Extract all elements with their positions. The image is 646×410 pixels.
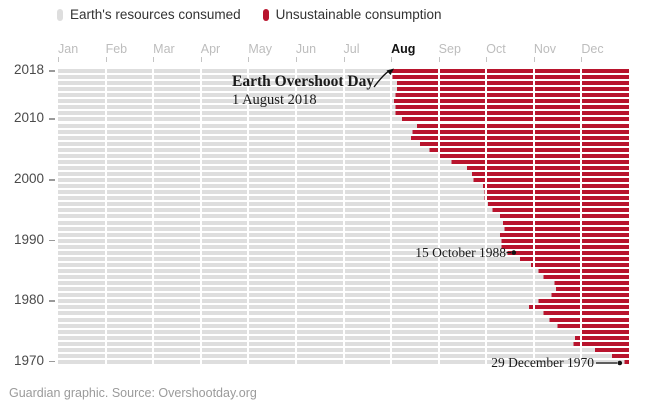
consumed-swatch-icon [57,8,63,21]
year-label-2010: 2010 [13,110,44,126]
month-tick [343,57,345,62]
month-tick [58,57,59,62]
legend: Earth's resources consumed Unsustainable… [57,7,442,22]
legend-label-consumed: Earth's resources consumed [70,7,241,22]
year-tick [49,300,55,302]
legend-label-unsustainable: Unsustainable consumption [275,7,442,22]
month-label-may: May [248,42,272,56]
month-gridline [199,68,202,365]
month-gridline [437,68,440,365]
month-tick [533,57,535,62]
month-tick [200,57,202,62]
month-gridline [342,68,345,365]
year-label-1980: 1980 [13,292,44,308]
month-gridline [580,68,583,365]
year-label-2018: 2018 [13,62,44,77]
month-label-apr: Apr [200,42,221,56]
month-tick [486,57,488,62]
annotation-1988: 15 October 1988 [415,245,506,260]
month-gridline [485,68,488,365]
annotation-1970: 29 December 1970 [491,355,594,370]
month-gridline [104,68,107,365]
year-label-1970: 1970 [13,352,44,368]
month-gridline [532,68,535,365]
month-gridline [152,68,155,365]
month-label-nov: Nov [533,42,557,56]
month-gridline [247,68,250,365]
annotation-overshoot-title: Earth Overshoot Day [232,73,375,90]
month-label-sep: Sep [438,42,461,56]
month-gridline [390,68,393,365]
legend-item-consumed: Earth's resources consumed [57,7,241,22]
month-label-feb: Feb [105,42,128,56]
month-gridline [294,68,297,365]
month-label-dec: Dec [581,42,604,56]
plot-area [58,68,629,365]
unsustainable-swatch-icon [262,8,269,21]
month-tick [391,57,393,62]
month-label-mar: Mar [153,42,175,56]
year-tick [49,239,55,242]
year-tick [49,179,55,181]
legend-item-unsustainable: Unsustainable consumption [262,7,442,22]
month-label-oct: Oct [486,42,506,56]
month-label-jan: Jan [58,42,79,56]
year-tick [49,118,55,120]
year-label-1990: 1990 [13,231,44,247]
month-tick [105,57,107,62]
month-tick [248,57,250,62]
year-label-2000: 2000 [13,171,44,187]
month-tick [438,57,440,62]
source-credit: Guardian graphic. Source: Overshootday.o… [9,386,257,400]
year-tick [49,360,55,363]
month-label-aug: Aug [391,42,416,56]
month-label-jun: Jun [295,42,317,56]
month-tick [295,57,297,62]
year-tick [49,70,55,72]
month-tick [153,57,155,62]
month-label-jul: Jul [343,42,360,56]
annotation-overshoot-date: 1 August 2018 [232,92,317,108]
month-tick [581,57,583,62]
